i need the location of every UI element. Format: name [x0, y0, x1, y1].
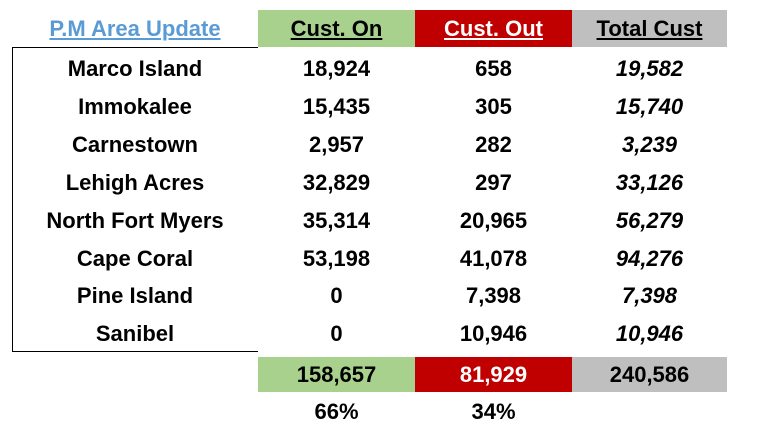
- area-name: North Fort Myers: [46, 207, 224, 233]
- cell-value: 7,398: [465, 283, 522, 309]
- cell-value: 56,279: [615, 207, 684, 233]
- total-cell: 240,586: [572, 357, 727, 392]
- header-cell: Total Cust: [572, 10, 727, 47]
- percentage: 66%: [314, 399, 359, 424]
- cell-value: 305: [475, 93, 512, 119]
- cell-value: 0: [330, 283, 343, 309]
- cell-value: 35,314: [302, 207, 371, 233]
- percentage: 34%: [471, 399, 516, 424]
- cell-value: 20,965: [459, 207, 528, 233]
- area-name: Sanibel: [95, 321, 175, 347]
- cell-value: 41,078: [459, 245, 528, 271]
- total-cell: 158,657: [258, 357, 415, 392]
- cell-value: 2,957: [308, 131, 365, 157]
- cell-value: 7,398: [621, 283, 678, 309]
- area-name: Cape Coral: [76, 245, 194, 271]
- cell-value: 33,126: [615, 169, 684, 195]
- cell-value: 15,435: [302, 93, 371, 119]
- cell-value: 282: [475, 131, 512, 157]
- cell-value: 658: [475, 56, 512, 81]
- header-cell: P.M Area Update: [49, 15, 221, 41]
- cell-value: 32,829: [302, 169, 371, 195]
- header-cell: Cust. Out: [415, 10, 572, 47]
- cell-value: 297: [475, 169, 512, 195]
- cell-value: 18,924: [302, 56, 371, 81]
- area-name: Pine Island: [76, 283, 194, 309]
- area-name: Carnestown: [72, 131, 198, 157]
- area-name: Lehigh Acres: [65, 169, 205, 195]
- cell-value: 53,198: [302, 245, 371, 271]
- area-name: Marco Island: [67, 56, 203, 81]
- cell-value: 10,946: [615, 321, 684, 347]
- area-border: [12, 47, 258, 352]
- cell-value: 19,582: [615, 56, 684, 81]
- cell-value: 3,239: [621, 131, 678, 157]
- area-name: Immokalee: [78, 93, 192, 119]
- cell-value: 0: [330, 321, 343, 347]
- cell-value: 15,740: [615, 93, 684, 119]
- cell-value: 94,276: [615, 245, 684, 271]
- header-cell: Cust. On: [258, 10, 415, 47]
- cell-value: 10,946: [459, 321, 528, 347]
- total-cell: 81,929: [415, 357, 572, 392]
